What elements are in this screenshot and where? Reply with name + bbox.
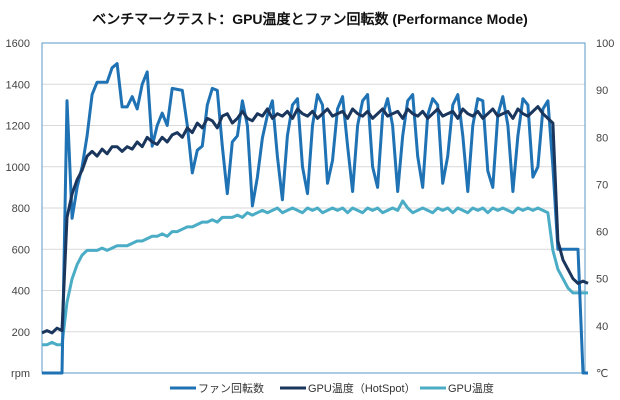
right-tick-label: 60 <box>596 227 608 239</box>
series-lines <box>41 62 589 375</box>
right-tick-label: 90 <box>596 85 608 97</box>
gridlines <box>42 42 585 333</box>
right-tick-label: ℃ <box>596 368 608 380</box>
right-axis-ticks: ℃ 40 50 60 70 80 90 100 <box>596 38 614 380</box>
right-tick-label: 80 <box>596 132 608 144</box>
legend-label-gpu-temp: GPU温度 <box>448 381 494 395</box>
legend-label-hotspot: GPU温度（HotSpot） <box>308 381 416 395</box>
legend-label-fan: ファン回転数 <box>198 382 264 395</box>
left-tick-label: 400 <box>12 286 30 298</box>
legend: ファン回転数 GPU温度（HotSpot） GPU温度 <box>170 381 494 395</box>
series-line-1 <box>41 105 589 335</box>
left-tick-label: 1400 <box>6 79 30 91</box>
left-tick-label: 1200 <box>6 121 30 133</box>
left-tick-label: 200 <box>12 327 30 339</box>
left-tick-label: 1000 <box>6 162 30 174</box>
left-tick-label: 600 <box>12 244 30 256</box>
right-tick-label: 100 <box>596 38 614 50</box>
right-tick-label: 40 <box>596 321 608 333</box>
right-tick-label: 70 <box>596 179 608 191</box>
left-axis-ticks: rpm 200 400 600 800 1000 1200 1400 1600 <box>6 38 30 380</box>
series-line-2 <box>42 199 588 347</box>
left-tick-label: rpm <box>11 368 30 380</box>
left-tick-label: 1600 <box>6 38 30 50</box>
right-tick-label: 50 <box>596 274 608 286</box>
plot-area-border <box>41 42 586 374</box>
series-line-0 <box>42 62 588 375</box>
chart-title: ベンチマークテスト：GPU温度とファン回転数 (Performance Mode… <box>92 11 528 27</box>
left-tick-label: 800 <box>12 203 30 215</box>
